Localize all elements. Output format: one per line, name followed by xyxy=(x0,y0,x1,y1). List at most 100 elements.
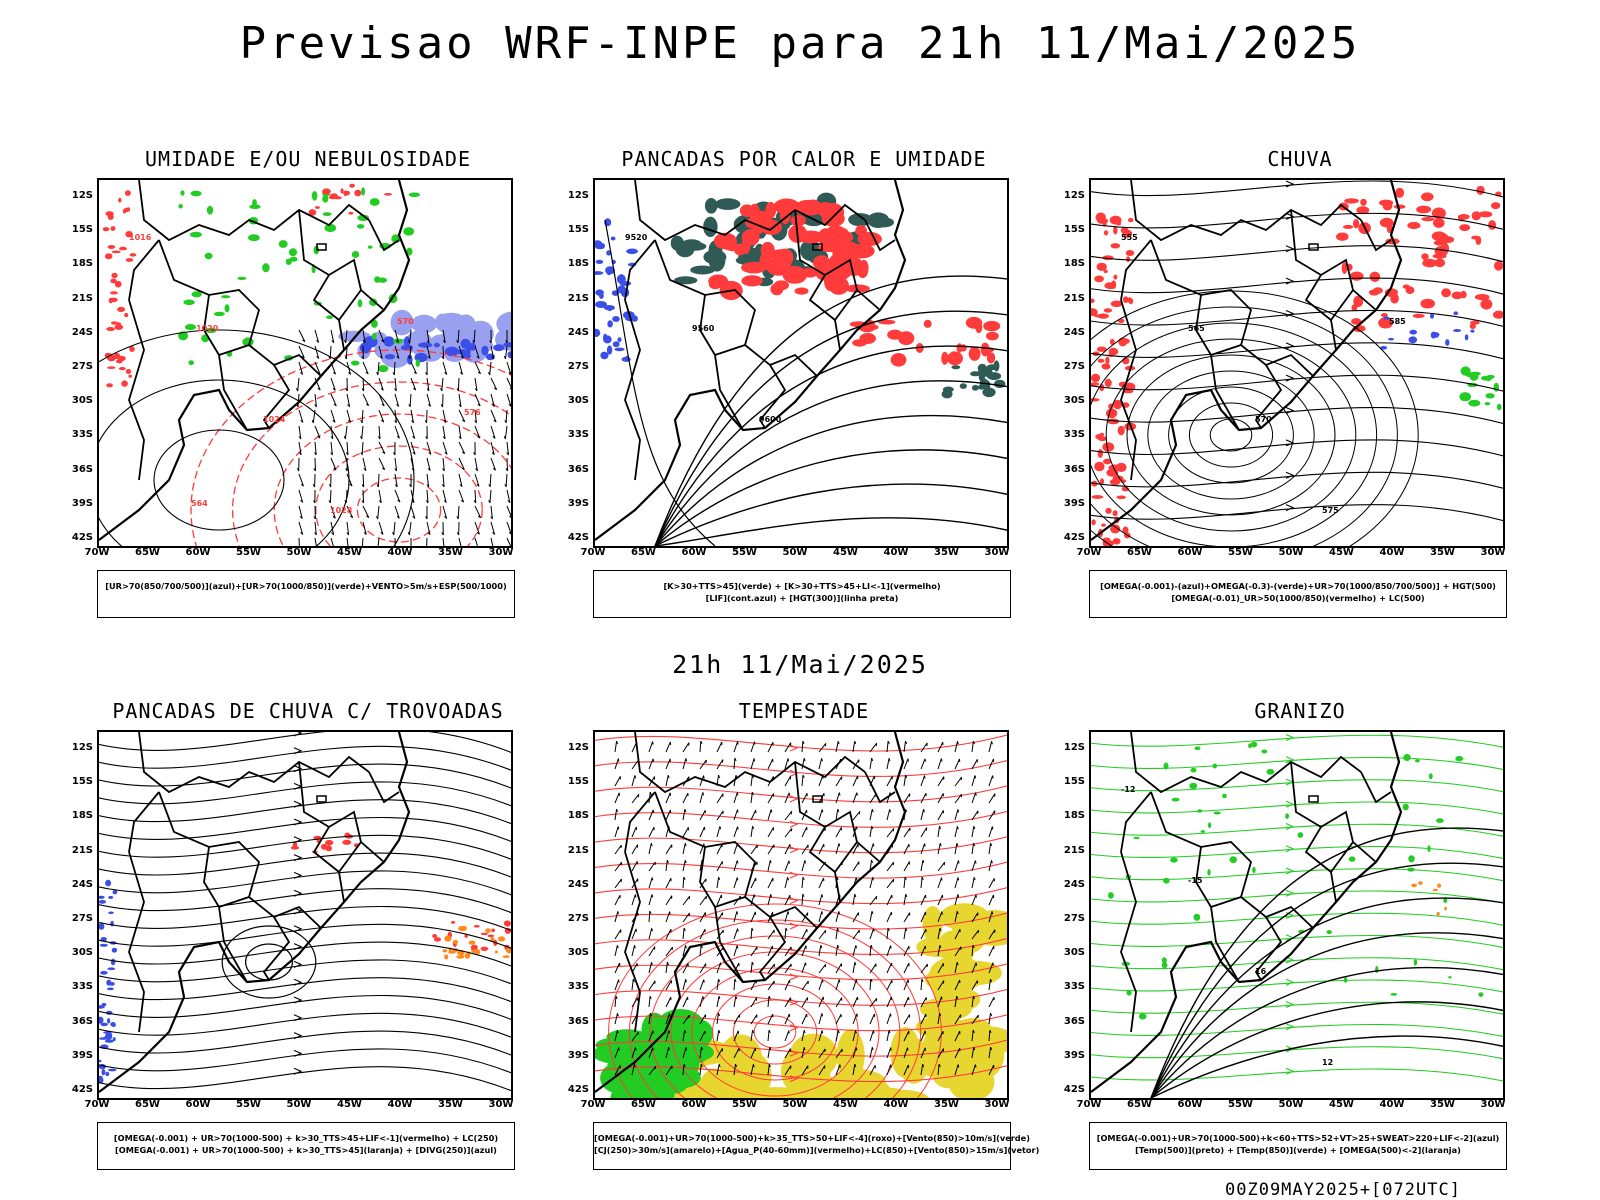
latitude-tick: 30S xyxy=(567,947,589,959)
run-timestamp: 00Z09MAY2025+[072UTC] xyxy=(1225,1180,1461,1200)
latitude-tick: 33S xyxy=(567,981,589,993)
contour-label: 1020 xyxy=(196,324,219,333)
longitude-tick: 35W xyxy=(934,1099,959,1110)
latitude-tick: 24S xyxy=(567,878,589,890)
contour-label: -15 xyxy=(1188,876,1203,885)
panel-title: GRANIZO xyxy=(1254,699,1346,723)
longitude-tick: 30W xyxy=(984,1099,1010,1110)
longitude-tick: 65W xyxy=(135,547,160,558)
longitude-tick: 45W xyxy=(1329,1099,1354,1110)
legend-line: [OMEGA(-0.001)+UR>70(1000-500)+k>35_TTS>… xyxy=(594,1133,1030,1143)
longitude-tick: 40W xyxy=(387,1099,413,1110)
longitude-tick: 65W xyxy=(631,1099,656,1110)
legend-line: [CJ(250)>30m/s](amarelo)+[Agua_P(40-60mm… xyxy=(594,1145,1040,1155)
latitude-tick: 39S xyxy=(567,497,589,509)
forecast-map xyxy=(99,732,511,1093)
contour-label: 1024 xyxy=(263,415,286,424)
longitude-tick: 35W xyxy=(1430,1099,1455,1110)
panel-title: PANCADAS DE CHUVA C/ TROVOADAS xyxy=(112,699,504,723)
longitude-tick: 50W xyxy=(1278,1099,1304,1110)
legend-line: [UR>70(850/700/500)](azul)+[UR>70(1000/8… xyxy=(105,581,507,591)
longitude-tick: 55W xyxy=(732,1099,757,1110)
latitude-tick: 21S xyxy=(567,844,589,856)
latitude-tick: 36S xyxy=(71,1015,93,1027)
latitude-tick: 15S xyxy=(567,776,589,788)
latitude-tick: 33S xyxy=(71,981,93,993)
latitude-tick: 24S xyxy=(1063,326,1085,338)
longitude-tick: 40W xyxy=(1379,547,1405,558)
map-panel-p6: -12 -15 16 12 xyxy=(1089,730,1505,1100)
latitude-tick: 12S xyxy=(567,190,589,201)
forecast-map: 1016 1020 1024 1028 570 576 564 xyxy=(99,180,511,546)
longitude-tick: 70W xyxy=(580,1099,606,1110)
longitude-tick: 60W xyxy=(185,547,211,558)
latitude-tick: 21S xyxy=(71,292,93,304)
panel-title: UMIDADE E/OU NEBULOSIDADE xyxy=(144,147,472,171)
contour-label: 12 xyxy=(1322,1058,1333,1067)
latitude-tick: 21S xyxy=(71,844,93,856)
contour-label: 9600 xyxy=(759,415,782,424)
contour-label: 564 xyxy=(191,499,208,508)
longitude-tick: 30W xyxy=(1480,547,1506,558)
latitude-tick: 18S xyxy=(71,810,93,822)
longitude-tick: 70W xyxy=(84,1099,110,1110)
latitude-tick: 42S xyxy=(1063,1084,1085,1095)
latitude-tick: 30S xyxy=(71,947,93,959)
latitude-tick: 18S xyxy=(71,258,93,270)
latitude-tick: 18S xyxy=(1063,810,1085,822)
longitude-tick: 65W xyxy=(1127,1099,1152,1110)
longitude-tick: 35W xyxy=(438,1099,463,1110)
latitude-tick: 42S xyxy=(567,1084,589,1095)
latitude-tick: 30S xyxy=(567,395,589,407)
contour-label: 9520 xyxy=(625,233,648,242)
latitude-tick: 39S xyxy=(1063,1049,1085,1061)
longitude-tick: 30W xyxy=(488,1099,514,1110)
longitude-tick: 70W xyxy=(84,547,110,558)
latitude-tick: 12S xyxy=(71,742,93,753)
latitude-tick: 18S xyxy=(567,258,589,270)
map-panel-p3: 555 565 570 575 585 xyxy=(1089,178,1505,548)
latitude-tick: 39S xyxy=(71,497,93,509)
latitude-tick: 36S xyxy=(1063,1015,1085,1027)
longitude-tick: 30W xyxy=(488,547,514,558)
longitude-tick: 45W xyxy=(337,547,362,558)
legend-line: [K>30+TTS>45](verde) + [K>30+TTS>45+LI<-… xyxy=(663,581,941,591)
latitude-tick: 27S xyxy=(1063,361,1085,372)
longitude-tick: 35W xyxy=(438,547,463,558)
longitude-tick: 60W xyxy=(1177,1099,1203,1110)
longitude-tick: 55W xyxy=(236,1099,261,1110)
latitude-tick: 36S xyxy=(567,1015,589,1027)
longitude-tick: 60W xyxy=(681,547,707,558)
panel-legend: [OMEGA(-0.001)-(azul)+OMEGA(-0.3)-(verde… xyxy=(1089,570,1507,618)
latitude-tick: 15S xyxy=(1063,776,1085,788)
latitude-tick: 27S xyxy=(567,361,589,372)
contour-label: 575 xyxy=(1322,506,1339,515)
latitude-tick: 27S xyxy=(71,361,93,372)
longitude-tick: 70W xyxy=(580,547,606,558)
longitude-tick: 35W xyxy=(934,547,959,558)
latitude-tick: 36S xyxy=(1063,463,1085,475)
latitude-tick: 33S xyxy=(1063,981,1085,993)
longitude-tick: 40W xyxy=(1379,1099,1405,1110)
latitude-tick: 12S xyxy=(567,742,589,753)
latitude-tick: 33S xyxy=(567,429,589,441)
panel-title: PANCADAS POR CALOR E UMIDADE xyxy=(621,147,987,171)
longitude-tick: 45W xyxy=(833,547,858,558)
main-title: Previsao WRF-INPE para 21h 11/Mai/2025 xyxy=(239,18,1361,69)
forecast-map: 555 565 570 575 585 xyxy=(1091,180,1503,546)
latitude-tick: 30S xyxy=(1063,395,1085,407)
map-panel-p4 xyxy=(97,730,513,1100)
latitude-tick: 21S xyxy=(1063,844,1085,856)
latitude-tick: 36S xyxy=(71,463,93,475)
panel-title: CHUVA xyxy=(1267,147,1333,171)
latitude-tick: 15S xyxy=(71,224,93,236)
latitude-tick: 42S xyxy=(71,532,93,543)
panel-legend: [OMEGA(-0.001)+UR>70(1000-500)+k>35_TTS>… xyxy=(593,1122,1040,1170)
legend-line: [OMEGA(-0.001)-(azul)+OMEGA(-0.3)-(verde… xyxy=(1100,581,1496,591)
contour-label: -12 xyxy=(1121,785,1135,794)
longitude-tick: 40W xyxy=(387,547,413,558)
longitude-tick: 55W xyxy=(732,547,757,558)
panel-legend: [OMEGA(-0.001) + UR>70(1000-500) + k>30_… xyxy=(97,1122,515,1170)
latitude-tick: 24S xyxy=(71,326,93,338)
map-panel-p2: 9520 9560 9600 xyxy=(593,178,1009,548)
